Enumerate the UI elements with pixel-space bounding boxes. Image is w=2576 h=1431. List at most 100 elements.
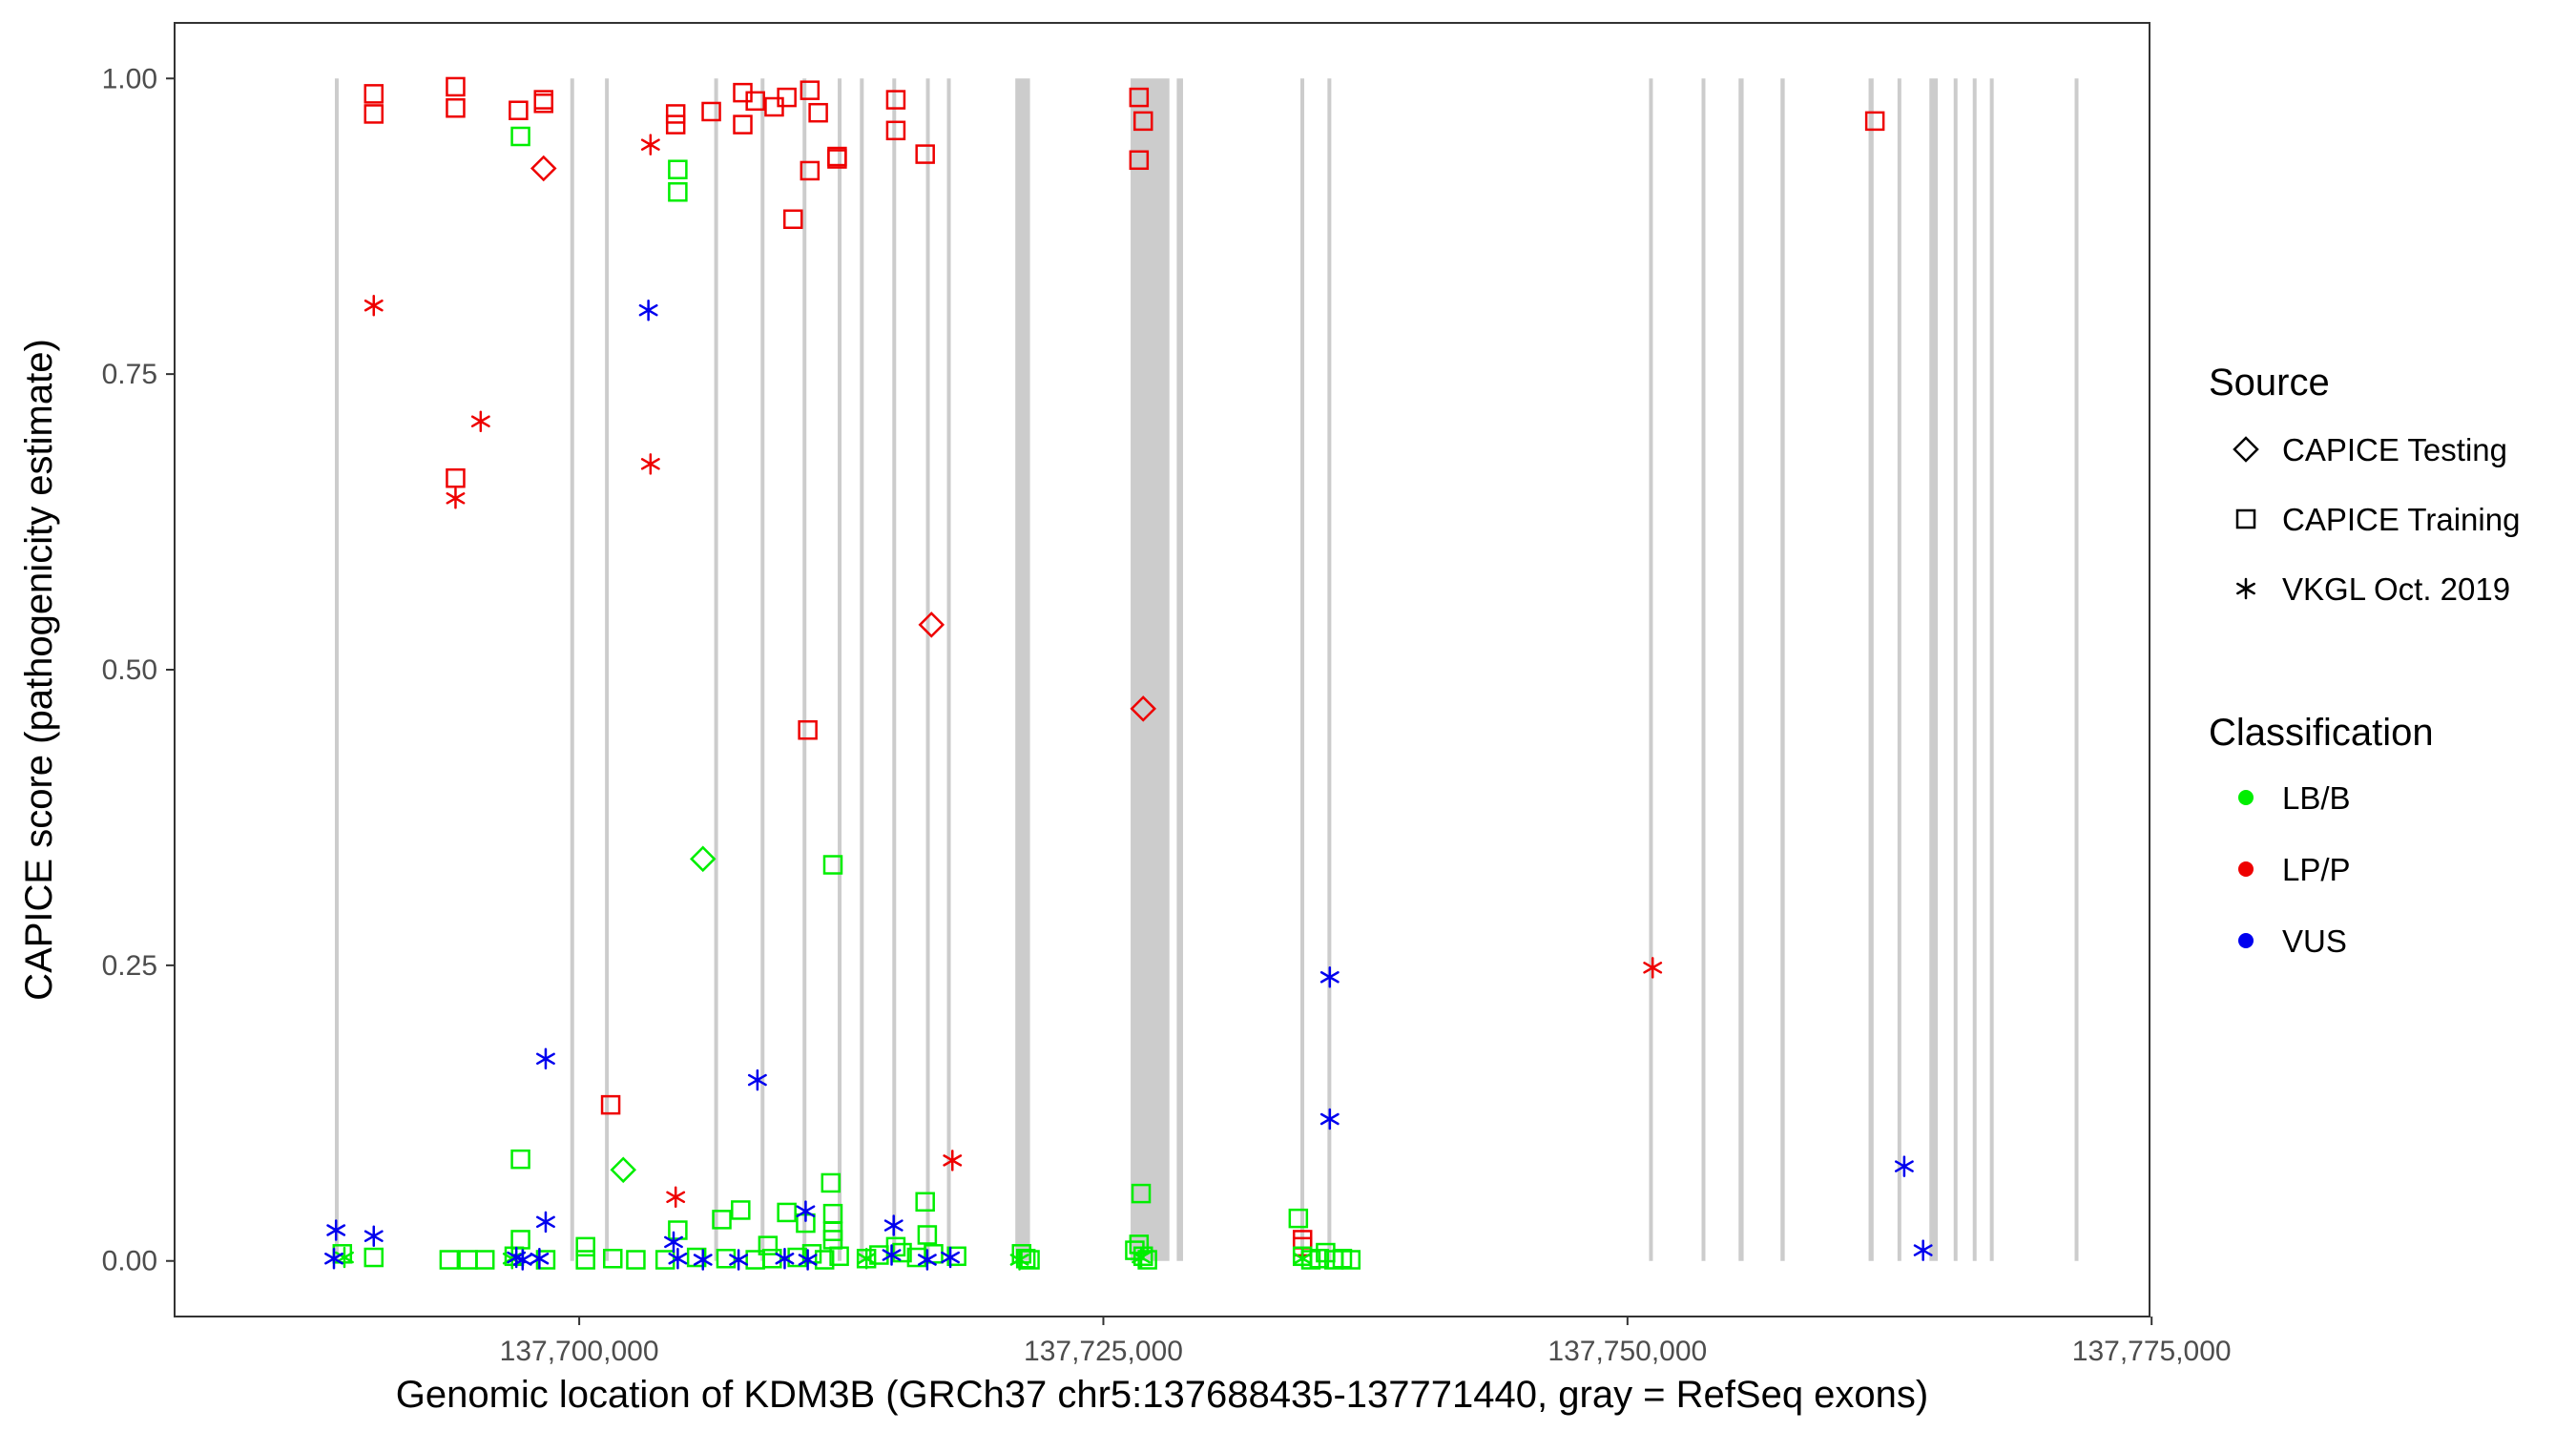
point-asterisk-vus (1913, 1239, 1933, 1261)
point-asterisk-vus (1319, 1108, 1340, 1130)
point-square-lpp (1129, 87, 1150, 108)
legend: Source CAPICE Testing CAPICE Training VKGL… (2209, 362, 2520, 959)
point-square-lpp (1129, 150, 1150, 171)
point-square-lbb (822, 855, 843, 875)
point-square-lpp (827, 149, 847, 169)
point-square-lpp (364, 84, 384, 104)
point-asterisk-lpp (640, 453, 660, 475)
exon-band (925, 78, 930, 1261)
point-square-lbb (668, 181, 688, 202)
point-square-lpp (533, 93, 554, 114)
exon-band (838, 78, 842, 1261)
point-diamond-lbb (610, 1156, 637, 1184)
point-asterisk-vus (693, 1249, 713, 1271)
point-square-lbb (917, 1225, 938, 1245)
point-square-lbb (1131, 1183, 1152, 1204)
point-asterisk-lbb (1132, 1246, 1151, 1269)
point-asterisk-lpp (640, 134, 660, 156)
point-square-lpp (446, 76, 466, 97)
point-diamond-lpp (530, 155, 557, 182)
point-square-lpp (509, 100, 529, 120)
point-square-lbb (915, 1192, 935, 1213)
point-square-lpp (1864, 111, 1885, 132)
exon-band (1649, 78, 1653, 1261)
legend-square-key (2235, 508, 2256, 529)
point-square-lbb (829, 1246, 849, 1267)
exon-band (1738, 78, 1744, 1261)
point-square-lbb (777, 1202, 797, 1223)
data-points (324, 76, 1933, 1271)
point-square-lbb (603, 1249, 623, 1269)
point-asterisk-vus (530, 1248, 550, 1270)
point-diamond-lpp (918, 612, 945, 638)
point-asterisk-lbb (857, 1248, 877, 1270)
exon-band (1972, 78, 1977, 1261)
point-square-lbb (575, 1250, 595, 1270)
exon-band (1131, 78, 1170, 1261)
point-asterisk-vus (638, 299, 658, 321)
point-square-lpp (364, 104, 384, 124)
point-asterisk-vus (941, 1246, 960, 1269)
y-axis-title: CAPICE score (pathogenicity estimate) (18, 339, 60, 1001)
point-square-lpp (665, 104, 686, 124)
point-square-lpp (446, 467, 466, 488)
point-square-lbb (575, 1236, 595, 1257)
legend-classification-items: LB/B LP/P VUS (2238, 780, 2351, 959)
point-square-lbb (762, 1249, 782, 1269)
exon-band (1953, 78, 1958, 1261)
point-asterisk-lpp (470, 410, 490, 432)
x-tick-label: 137,775,000 (2072, 1336, 2232, 1367)
exon-bands (334, 78, 2079, 1261)
legend-source-title: Source (2209, 362, 2330, 404)
point-square-lbb (731, 1200, 751, 1220)
point-square-lbb (1132, 1246, 1153, 1267)
point-square-lpp (446, 97, 466, 118)
point-asterisk-lpp (1643, 957, 1663, 979)
point-square-lpp (798, 719, 818, 740)
exon-band (605, 78, 610, 1261)
point-square-lbb (364, 1247, 384, 1268)
point-square-lbb (712, 1210, 732, 1230)
point-asterisk-vus (664, 1231, 683, 1254)
exon-band (1176, 78, 1183, 1261)
point-square-lpp (885, 120, 906, 141)
point-square-lbb (626, 1250, 646, 1270)
exon-band (1897, 78, 1901, 1261)
point-asterisk-lbb (1009, 1249, 1029, 1271)
exon-band (334, 78, 339, 1261)
exon-band (570, 78, 574, 1261)
legend-class-label: LP/P (2282, 852, 2351, 887)
point-asterisk-vus (882, 1244, 902, 1266)
point-asterisk-vus (798, 1249, 818, 1271)
point-asterisk-vus (364, 1225, 384, 1247)
point-asterisk-vus (324, 1248, 343, 1270)
point-square-lpp (885, 90, 906, 110)
x-tick-label: 137,725,000 (1024, 1336, 1183, 1367)
x-tick-label: 137,700,000 (500, 1336, 659, 1367)
point-asterisk-vus (536, 1047, 555, 1070)
point-square-lbb (510, 126, 530, 147)
y-tick-label: 0.25 (102, 950, 157, 982)
point-square-lpp (808, 102, 828, 123)
y-tick-label: 0.75 (102, 359, 157, 390)
exon-band (1327, 78, 1332, 1261)
y-tick-label: 0.00 (102, 1246, 157, 1277)
point-asterisk-vus (1319, 966, 1340, 988)
exon-band (1015, 78, 1030, 1261)
point-asterisk-lbb (1293, 1248, 1313, 1270)
point-diamond-lbb (689, 845, 717, 873)
point-square-lbb (821, 1172, 841, 1193)
point-asterisk-vus (747, 1068, 767, 1091)
exon-band (1868, 78, 1874, 1261)
point-square-lpp (800, 160, 821, 181)
legend-color-dot (2238, 790, 2254, 805)
exon-band (1780, 78, 1785, 1261)
y-tick-label: 0.50 (102, 654, 157, 686)
legend-class-label: VUS (2282, 923, 2347, 959)
point-square-lbb (758, 1235, 779, 1255)
point-asterisk-vus (668, 1248, 688, 1270)
exon-band (1701, 78, 1706, 1261)
x-tick-label: 137,750,000 (1548, 1336, 1707, 1367)
legend-class-label: LB/B (2282, 780, 2351, 816)
point-square-lpp (665, 114, 686, 135)
